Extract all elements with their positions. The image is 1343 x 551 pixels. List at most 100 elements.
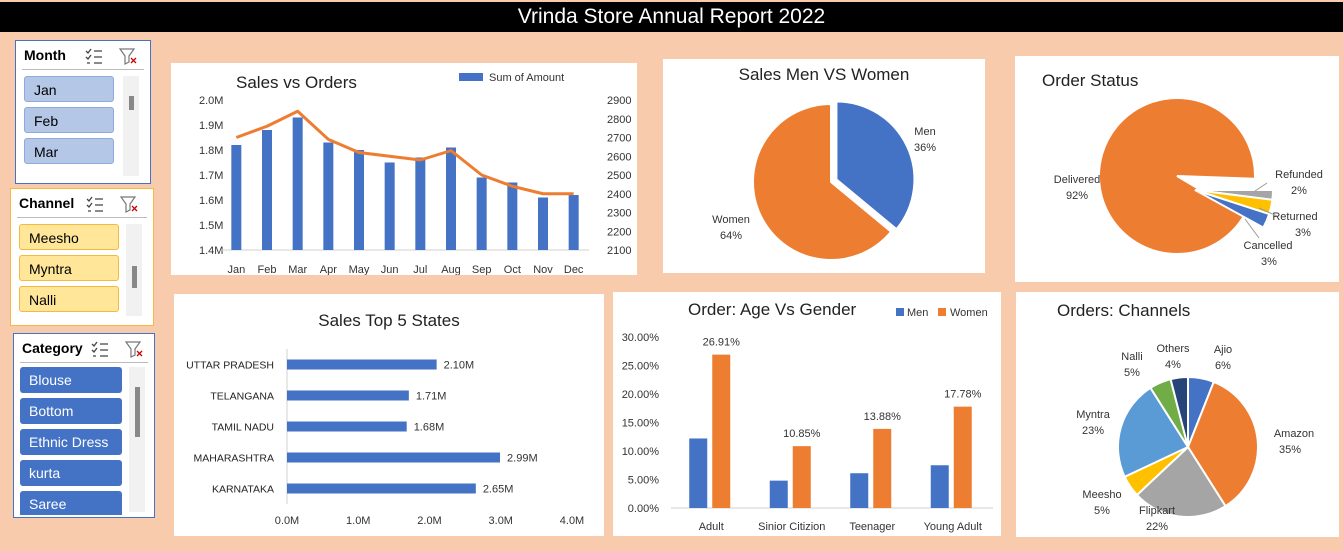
order-status-chart: Order Status Delivered 92% Refunded 2% Return… <box>1042 71 1323 268</box>
leader-line <box>1254 182 1268 192</box>
slicer-item-myntra[interactable]: Myntra <box>19 255 119 281</box>
chart-title: Orders: Channels <box>1057 301 1190 320</box>
pie-label: Others <box>1156 343 1190 355</box>
y-tick-right: 2200 <box>607 226 631 238</box>
category-label: TAMIL NADU <box>212 422 274 434</box>
y-tick: 0.00% <box>628 503 659 515</box>
slicer-item-nalli[interactable]: Nalli <box>19 286 119 312</box>
legend-swatch-women <box>938 308 946 316</box>
month-scrollbar[interactable] <box>123 76 139 176</box>
bar-amount <box>292 117 303 250</box>
category-slicer-header: Category <box>22 340 83 356</box>
slicer-item-feb[interactable]: Feb <box>24 107 114 133</box>
category-slicer[interactable]: Category Blouse Bottom Ethnic Dress kurt… <box>13 333 155 518</box>
bar-amount <box>538 197 548 250</box>
y-tick-right: 2800 <box>607 114 631 126</box>
y-tick-right: 2500 <box>607 170 631 182</box>
legend-label: Women <box>950 307 988 319</box>
slicer-item-ethnic-dress[interactable]: Ethnic Dress <box>20 429 122 455</box>
x-tick-label: Teenager <box>849 521 895 533</box>
pie-pct: 92% <box>1066 190 1088 202</box>
month-slicer-header: Month <box>24 47 66 63</box>
pie-label: Meesho <box>1082 489 1121 501</box>
chart-title: Order: Age Vs Gender <box>688 300 857 319</box>
bar-state <box>287 452 501 463</box>
pie-pct: 5% <box>1094 505 1110 517</box>
sales-gender-panel: Sales Men VS Women Men 36% Women 64% <box>663 59 985 273</box>
data-label: 1.68M <box>414 422 445 434</box>
slicer-item-jan[interactable]: Jan <box>24 76 114 102</box>
category-label: MAHARASHTRA <box>193 453 274 465</box>
clear-filter-icon[interactable] <box>124 340 144 358</box>
y-tick-left: 2.0M <box>199 95 223 107</box>
channel-slicer[interactable]: Channel Meesho Myntra Nalli <box>10 188 154 326</box>
legend-swatch-men <box>896 308 904 316</box>
pie-slice-flipkart <box>1135 445 1227 518</box>
y-tick-right: 2700 <box>607 133 631 145</box>
pie-slice-amazon <box>1186 380 1259 508</box>
bar-state <box>287 421 407 432</box>
y-tick-left: 1.8M <box>199 145 223 157</box>
category-label: TELANGANA <box>210 391 274 403</box>
clear-filter-icon[interactable] <box>118 47 138 65</box>
y-tick-left: 1.6M <box>199 195 223 207</box>
clear-filter-icon[interactable] <box>119 195 139 213</box>
pie-label: Ajio <box>1214 344 1232 356</box>
slicer-item-meesho[interactable]: Meesho <box>19 224 119 250</box>
pie-pct: 22% <box>1146 521 1168 533</box>
bar-amount <box>384 162 395 250</box>
slicer-item-mar[interactable]: Mar <box>24 138 114 164</box>
chart-title: Order Status <box>1042 71 1138 90</box>
slicer-item-saree[interactable]: Saree <box>20 491 122 515</box>
month-slicer[interactable]: Month Jan Feb Mar <box>15 40 151 184</box>
x-tick-label: Sinior Citizion <box>758 521 825 533</box>
bar-men <box>850 473 869 508</box>
x-tick-label: 1.0M <box>346 515 370 527</box>
leader-line <box>1258 207 1278 217</box>
bar-amount <box>507 182 518 250</box>
top-states-chart: Sales Top 5 States UTTAR PRADESH 2.10M TELA… <box>186 311 584 527</box>
pie-label: Amazon <box>1274 428 1314 440</box>
bar-amount <box>415 157 426 250</box>
pie-slice-men <box>835 100 916 231</box>
bar-state <box>287 390 409 401</box>
x-tick-label: 2.0M <box>417 515 441 527</box>
x-tick-label: Nov <box>533 264 553 275</box>
multi-select-icon[interactable] <box>84 47 104 65</box>
pie-label: Returned <box>1272 211 1317 223</box>
pie-pct: 2% <box>1291 185 1307 197</box>
bar-men <box>769 480 788 508</box>
slicer-item-kurta[interactable]: kurta <box>20 460 122 486</box>
channels-panel: Orders: Channels Ajio 6% Amazon 35% Flipkart 2… <box>1016 292 1339 537</box>
x-tick-label: Apr <box>320 264 337 275</box>
x-tick-label: Oct <box>504 264 521 275</box>
multi-select-icon[interactable] <box>90 340 110 358</box>
x-tick-label: Jun <box>381 264 399 275</box>
y-tick-left: 1.4M <box>199 245 223 257</box>
sales-vs-orders-chart: Sales vs Orders Sum of Amount 2.0M 1.9M 1.8M… <box>199 72 631 276</box>
slicer-item-bottom[interactable]: Bottom <box>20 398 122 424</box>
pie-label: Men <box>914 126 935 138</box>
multi-select-icon[interactable] <box>85 195 105 213</box>
pie-label: Women <box>712 214 750 226</box>
pie-slice-others <box>1169 375 1189 448</box>
pie-slice-women <box>752 102 893 261</box>
pie-label: Cancelled <box>1244 240 1293 252</box>
category-scrollbar[interactable] <box>129 367 145 512</box>
category-label: KARNATAKA <box>212 484 274 496</box>
slicer-item-blouse[interactable]: Blouse <box>20 367 122 393</box>
pie-pct: 3% <box>1261 256 1277 268</box>
y-tick-right: 2600 <box>607 151 631 163</box>
bar-women <box>712 354 731 508</box>
sales-vs-orders-panel: Sales vs Orders Sum of Amount 2.0M 1.9M 1.8M… <box>171 63 637 276</box>
pie-label: Flipkart <box>1139 505 1175 517</box>
y-tick-right: 2900 <box>607 95 631 107</box>
y-tick: 15.00% <box>622 418 660 430</box>
channel-scrollbar[interactable] <box>126 224 142 316</box>
order-status-panel: Order Status Delivered 92% Refunded 2% Return… <box>1015 56 1339 282</box>
pie-label: Delivered <box>1054 174 1100 186</box>
legend-swatch <box>459 73 483 81</box>
y-tick-left: 1.9M <box>199 120 223 132</box>
y-tick-right: 2100 <box>607 245 631 257</box>
chart-title: Sales Top 5 States <box>318 311 459 330</box>
